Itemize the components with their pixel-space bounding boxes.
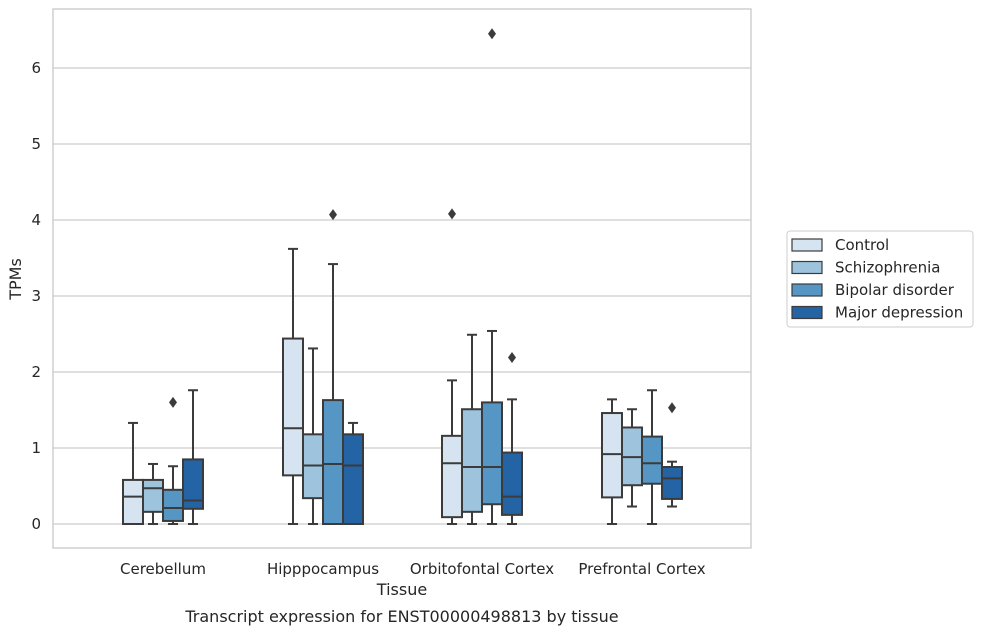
box-iqr bbox=[282, 337, 304, 477]
y-tick-label: 0 bbox=[31, 515, 41, 533]
box-schizophrenia bbox=[461, 333, 483, 525]
box-iqr bbox=[641, 435, 663, 485]
box-bipolar-disorder bbox=[481, 28, 503, 525]
legend-label: Schizophrenia bbox=[835, 259, 940, 277]
outlier-point bbox=[668, 402, 676, 414]
outlier-point bbox=[508, 352, 516, 364]
box-iqr bbox=[122, 478, 144, 526]
box-major-depression bbox=[182, 389, 204, 525]
x-tick-label: Cerebellum bbox=[120, 560, 206, 578]
box-iqr bbox=[322, 399, 344, 525]
x-tick-labels: Cerebellum Hipppocampus Orbitofontal Corte… bbox=[120, 560, 706, 578]
gridlines bbox=[53, 67, 751, 525]
plot-area-frame bbox=[52, 8, 752, 549]
box-major-depression bbox=[661, 402, 683, 508]
box-iqr bbox=[441, 434, 463, 519]
box-iqr bbox=[182, 458, 204, 510]
box-bipolar-disorder bbox=[641, 389, 663, 525]
x-tick-label: Hipppocampus bbox=[267, 560, 379, 578]
box-iqr bbox=[142, 478, 164, 513]
box-bipolar-disorder bbox=[162, 396, 184, 525]
box-schizophrenia bbox=[621, 408, 643, 508]
box-control bbox=[601, 398, 623, 525]
legend-label: Major depression bbox=[835, 304, 963, 322]
outlier-point bbox=[488, 28, 496, 40]
box-iqr bbox=[461, 408, 483, 513]
legend-label: Bipolar disorder bbox=[835, 281, 955, 299]
y-tick-labels: 0 1 2 3 4 5 6 bbox=[31, 59, 41, 533]
legend-swatch bbox=[791, 283, 823, 297]
box-control bbox=[122, 421, 144, 526]
chart-caption: Transcript expression for ENST0000049881… bbox=[184, 607, 618, 626]
x-tick-label: Orbitofontal Cortex bbox=[410, 560, 554, 578]
box-iqr bbox=[661, 466, 683, 500]
legend-label: Control bbox=[835, 236, 889, 254]
box-iqr bbox=[162, 488, 184, 522]
outlier-point bbox=[169, 396, 177, 408]
y-tick-label: 2 bbox=[31, 363, 41, 381]
x-axis-label: Tissue bbox=[376, 580, 427, 599]
box-major-depression bbox=[342, 421, 364, 526]
box-iqr bbox=[601, 412, 623, 499]
y-tick-label: 4 bbox=[31, 211, 41, 229]
y-tick-label: 5 bbox=[31, 135, 41, 153]
y-tick-label: 1 bbox=[31, 439, 41, 457]
box-major-depression bbox=[501, 352, 523, 525]
x-tick-label: Prefrontal Cortex bbox=[578, 560, 705, 578]
boxes bbox=[122, 28, 683, 526]
legend-swatch bbox=[791, 305, 823, 320]
box-iqr bbox=[501, 451, 523, 516]
outlier-point bbox=[329, 209, 337, 221]
legend-frame bbox=[786, 230, 974, 328]
box-schizophrenia bbox=[142, 462, 164, 525]
box-iqr bbox=[481, 401, 503, 506]
outlier-point bbox=[448, 208, 456, 220]
box-iqr bbox=[342, 433, 364, 526]
legend: Control Schizophrenia Bipolar disorder Majo… bbox=[786, 230, 974, 328]
y-tick-label: 6 bbox=[31, 59, 41, 77]
box-control bbox=[282, 247, 304, 525]
y-axis-label: TPMs bbox=[6, 258, 25, 301]
y-tick-label: 3 bbox=[31, 287, 41, 305]
box-bipolar-disorder bbox=[322, 209, 344, 525]
legend-swatch bbox=[791, 260, 823, 275]
legend-swatch bbox=[791, 238, 823, 252]
box-schizophrenia bbox=[302, 347, 324, 525]
box-control bbox=[441, 208, 463, 525]
